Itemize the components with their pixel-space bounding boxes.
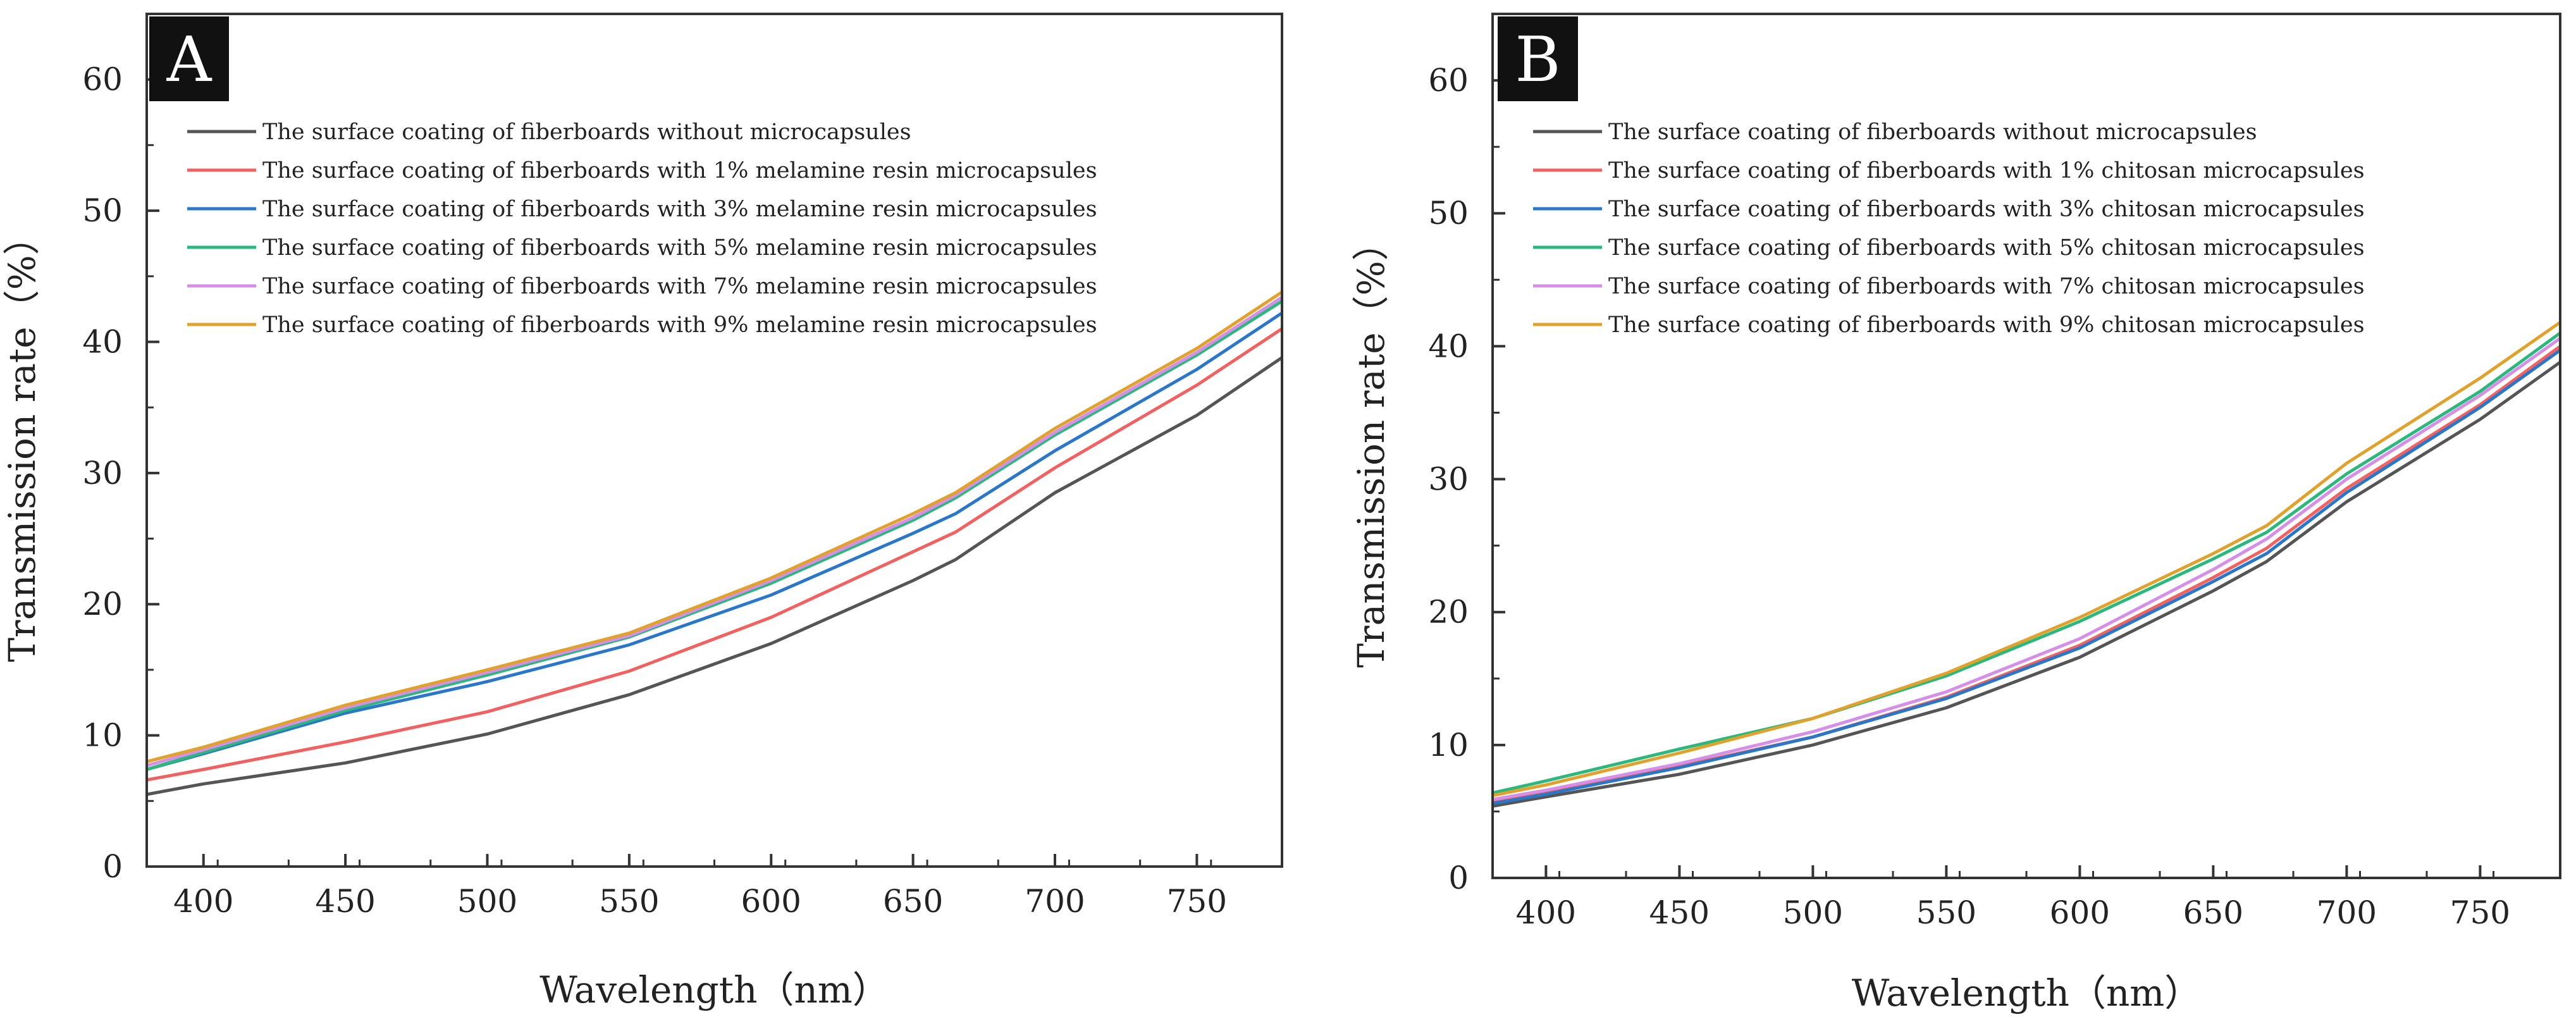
legend-label: The surface coating of fiberboards with … xyxy=(262,235,1097,261)
y-tick-label: 30 xyxy=(1428,461,1469,498)
series-line-3 xyxy=(1493,331,2560,794)
x-tick-label: 550 xyxy=(599,883,659,920)
x-tick-label: 700 xyxy=(1025,883,1085,920)
y-tick-label: 30 xyxy=(82,455,123,491)
chart-panel-a: 400 450 500 550 600 650 700 750 0 10 20 30 40 50 60 Wav… xyxy=(1,13,1283,1011)
y-tick-label: 20 xyxy=(82,586,123,622)
y-tick-label: 20 xyxy=(1428,594,1469,631)
legend-label: The surface coating of fiberboards with … xyxy=(1608,312,2365,338)
x-tick-label: 400 xyxy=(1516,894,1576,931)
x-tick-label: 500 xyxy=(1783,894,1843,931)
legend-label: The surface coating of fiberboards with … xyxy=(1608,158,2365,183)
series-line-2 xyxy=(1493,349,2560,805)
legend-label: The surface coating of fiberboards witho… xyxy=(262,120,911,145)
series-line-4 xyxy=(1493,336,2560,801)
y-axis-title: Transmission rate（%） xyxy=(1,218,44,662)
series-line-5 xyxy=(1493,321,2560,798)
x-tick-label: 600 xyxy=(2050,894,2110,931)
legend-label: The surface coating of fiberboards with … xyxy=(1608,274,2365,299)
y-tick-label: 0 xyxy=(1448,860,1469,896)
y-tick-label: 0 xyxy=(102,848,123,885)
panel-label-box xyxy=(1498,16,1578,101)
x-tick-label: 700 xyxy=(2317,894,2377,931)
x-tick-label: 550 xyxy=(1916,894,1976,931)
y-tick-label: 40 xyxy=(82,323,123,360)
x-axis-title: Wavelength（nm） xyxy=(1852,972,2202,1015)
y-tick-label: 10 xyxy=(1428,727,1469,763)
series-line-0 xyxy=(147,356,1282,796)
legend-label: The surface coating of fiberboards with … xyxy=(262,312,1097,338)
legend-label: The surface coating of fiberboards with … xyxy=(262,274,1097,299)
series-line-5 xyxy=(147,290,1282,763)
series-line-4 xyxy=(147,295,1282,767)
x-tick-label: 650 xyxy=(883,883,943,920)
legend-label: The surface coating of fiberboards with … xyxy=(1608,197,2365,222)
x-tick-label: 750 xyxy=(2450,894,2510,931)
x-tick-label: 400 xyxy=(173,883,233,920)
legend-label: The surface coating of fiberboards witho… xyxy=(1608,120,2257,145)
series-line-3 xyxy=(147,300,1282,771)
panel-label-box xyxy=(149,16,229,101)
series-line-0 xyxy=(1493,361,2560,808)
y-tick-label: 10 xyxy=(82,717,123,754)
y-tick-label: 60 xyxy=(1428,62,1469,99)
y-tick-label: 50 xyxy=(82,192,123,229)
x-tick-label: 450 xyxy=(1649,894,1710,931)
x-tick-label: 500 xyxy=(457,883,517,920)
y-axis-title: Transmission rate（%） xyxy=(1350,224,1393,668)
series-line-2 xyxy=(147,311,1282,771)
x-axis-title: Wavelength（nm） xyxy=(539,968,889,1011)
legend-label: The surface coating of fiberboards with … xyxy=(1608,235,2365,261)
y-tick-label: 50 xyxy=(1428,195,1469,232)
legend-label: The surface coating of fiberboards with … xyxy=(262,158,1097,183)
y-tick-label: 40 xyxy=(1428,328,1469,364)
x-tick-label: 650 xyxy=(2183,894,2243,931)
x-tick-label: 750 xyxy=(1167,883,1227,920)
chart-panel-b: 400 450 500 550 600 650 700 750 0 10 20 30 40 50 60 Wav… xyxy=(1350,13,2561,1015)
panel-label: B xyxy=(1515,24,1560,96)
panel-label: A xyxy=(166,24,213,96)
x-tick-label: 600 xyxy=(741,883,801,920)
series-line-1 xyxy=(1493,345,2560,803)
legend-label: The surface coating of fiberboards with … xyxy=(262,197,1097,222)
series-line-1 xyxy=(147,327,1282,782)
y-tick-label: 60 xyxy=(82,61,123,98)
x-tick-label: 450 xyxy=(315,883,375,920)
